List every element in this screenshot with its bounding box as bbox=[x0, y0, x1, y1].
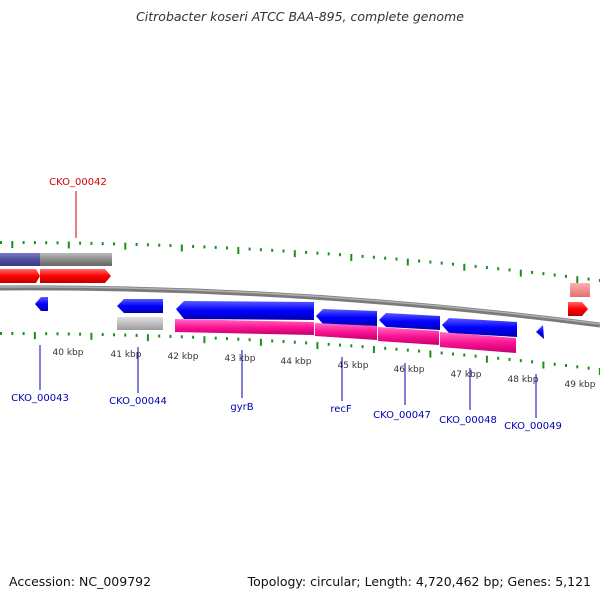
rna-feature-2[interactable] bbox=[315, 323, 377, 340]
map-title: Citrobacter koseri ATCC BAA-895, complet… bbox=[136, 9, 464, 24]
scale-label: 44 kbp bbox=[281, 357, 312, 367]
feature-cds-cko00043[interactable] bbox=[35, 297, 48, 311]
feature-cds-fwd-1[interactable] bbox=[0, 269, 40, 283]
rna-feature-4[interactable] bbox=[440, 332, 516, 353]
rna-features bbox=[175, 319, 516, 353]
rna-feature-3[interactable] bbox=[378, 327, 439, 345]
feature-label[interactable]: recF bbox=[330, 404, 352, 415]
feature-cds-cko00044[interactable] bbox=[117, 299, 163, 313]
scale-label: 45 kbp bbox=[338, 361, 369, 371]
scale-label: 48 kbp bbox=[508, 375, 539, 385]
scale-label: 46 kbp bbox=[394, 365, 425, 375]
rna-feature-1[interactable] bbox=[175, 319, 314, 335]
scale-label: 41 kbp bbox=[111, 350, 142, 360]
feature-cds-cko00047[interactable] bbox=[379, 313, 440, 330]
feature-labels: CKO_00042 CKO_00043 CKO_00044 gyrB recF CKO_0… bbox=[11, 177, 562, 432]
feature-label[interactable]: CKO_00043 bbox=[11, 393, 69, 404]
genome-backbone-highlight bbox=[0, 286, 600, 325]
scale-label: 40 kbp bbox=[53, 348, 84, 358]
feature-label[interactable]: CKO_00049 bbox=[504, 421, 562, 432]
accession-text: Accession: NC_009792 bbox=[9, 574, 152, 589]
scale-label: 42 kbp bbox=[168, 352, 199, 362]
feature-cds-fwd-right[interactable] bbox=[568, 302, 588, 316]
reverse-strand-features bbox=[35, 297, 544, 339]
feature-pseudo-fwd-cko00042[interactable] bbox=[0, 253, 40, 266]
feature-label[interactable]: gyrB bbox=[230, 402, 253, 413]
feature-cds-fwd-2[interactable] bbox=[40, 269, 111, 283]
outer-tick-ring bbox=[0, 241, 600, 284]
feature-pseudo-fwd-grey[interactable] bbox=[40, 253, 112, 266]
scale-label: 47 kbp bbox=[451, 370, 482, 380]
scale-labels: 40 kbp 41 kbp 42 kbp 43 kbp 44 kbp 45 kbp 46 k… bbox=[53, 348, 596, 390]
feature-cds-gyrB[interactable] bbox=[176, 301, 314, 320]
feature-pseudo-fwd-right[interactable] bbox=[570, 283, 590, 297]
scale-label: 49 kbp bbox=[565, 380, 596, 390]
genome-backbone bbox=[0, 285, 600, 328]
genome-summary-text: Topology: circular; Length: 4,720,462 bp… bbox=[247, 574, 591, 589]
feature-cds-recF[interactable] bbox=[316, 309, 377, 326]
feature-label[interactable]: CKO_00047 bbox=[373, 410, 431, 421]
feature-cds-cko00048[interactable] bbox=[442, 318, 517, 337]
feature-cds-cko00049[interactable] bbox=[536, 325, 544, 339]
feature-label[interactable]: CKO_00042 bbox=[49, 177, 107, 188]
forward-strand-features bbox=[0, 253, 590, 316]
feature-label[interactable]: CKO_00048 bbox=[439, 415, 497, 426]
scale-label: 43 kbp bbox=[225, 354, 256, 364]
feature-pseudo-cko00044[interactable] bbox=[117, 317, 163, 330]
feature-label[interactable]: CKO_00044 bbox=[109, 396, 167, 407]
